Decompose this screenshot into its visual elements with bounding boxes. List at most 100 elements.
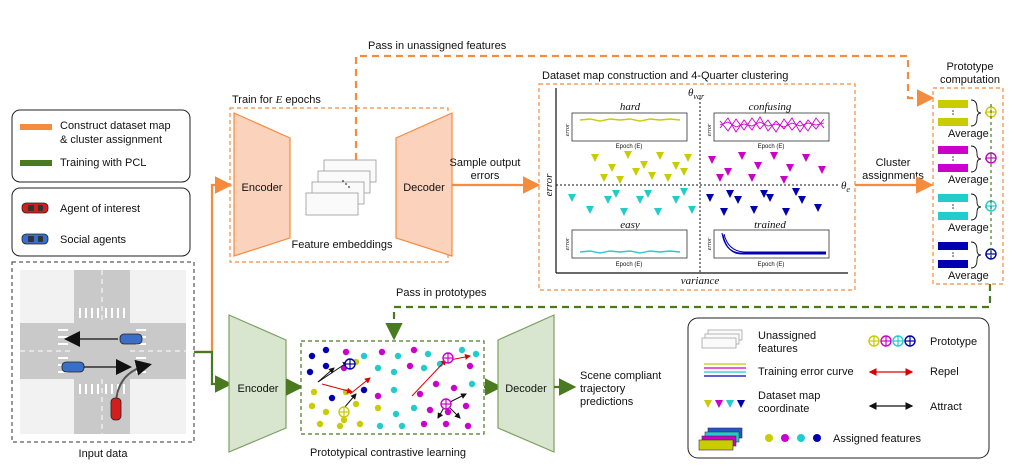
feature-point: [356, 420, 364, 428]
assigned-dot-blue: [813, 434, 821, 442]
map-point-triangle: [704, 400, 712, 408]
legend-unassigned-1: Unassigned: [758, 330, 816, 342]
map-point-triangle: [734, 196, 742, 204]
quadrant-confusing-label: confusing: [749, 101, 792, 113]
map-point-triangle: [604, 196, 612, 204]
map-point-triangle: [632, 168, 640, 176]
quadrant-trained-label: trained: [754, 219, 786, 231]
feature-point: [472, 350, 480, 358]
feature-point: [432, 380, 440, 388]
map-point-triangle: [644, 190, 652, 198]
feature-point: [442, 420, 450, 428]
feature-point: [390, 368, 398, 376]
unassigned-features-icon: [701, 329, 743, 349]
legend-attract: Attract: [930, 401, 962, 413]
attract-arrow: [343, 393, 357, 409]
map-point-triangle: [786, 164, 794, 172]
legend-green-label: Training with PCL: [60, 157, 146, 169]
quadrant-hard-label: hard: [620, 101, 641, 113]
svg-text:Epoch (E): Epoch (E): [758, 144, 785, 150]
feature-point: [360, 386, 368, 394]
dataset-map-title: Dataset map construction and 4-Quarter c…: [542, 70, 788, 82]
average-label: Average: [948, 270, 989, 282]
map-point-triangle: [672, 162, 680, 170]
feature-point: [420, 420, 428, 428]
map-point-triangle: [715, 400, 723, 408]
legend-panel-bottom: Unassigned features Prototype Training e…: [687, 317, 990, 459]
map-point-triangle: [738, 152, 746, 160]
prototype-frame: [932, 87, 1004, 285]
map-point-triangle: [648, 172, 656, 180]
top-encoder: Encoder: [233, 112, 291, 257]
dataset-map-coordinate-icon: [704, 400, 745, 408]
red-car-icon: [21, 202, 49, 214]
cluster-assignments-label-2: assignments: [862, 170, 924, 182]
feature-point: [316, 420, 324, 428]
feature-point: [378, 348, 386, 356]
feature-point: [310, 388, 318, 396]
map-point-triangle: [624, 151, 632, 159]
svg-text:error: error: [707, 123, 713, 136]
feature-point: [308, 402, 316, 410]
feature-point: [394, 352, 402, 360]
legend-unassigned-2: features: [758, 343, 798, 355]
map-point-triangle: [591, 154, 599, 162]
social-car-icon: [61, 361, 85, 373]
legend-map-coord-1: Dataset map: [758, 390, 820, 402]
feature-point: [374, 364, 382, 372]
feature-point: [406, 362, 414, 370]
prototype-icon: [440, 398, 452, 410]
legend-repel: Repel: [930, 366, 959, 378]
svg-text:error: error: [565, 123, 571, 136]
svg-text:Epoch (E): Epoch (E): [616, 144, 643, 150]
input-data-label: Input data: [79, 448, 129, 460]
legend-assigned: Assigned features: [833, 433, 922, 445]
feature-point: [376, 422, 384, 430]
map-point-triangle: [737, 400, 745, 408]
mini-plot-trained: error Epoch (E): [707, 229, 830, 268]
prototype-group: Average: [938, 241, 997, 282]
map-point-triangle: [760, 190, 768, 198]
feature-point: [426, 406, 434, 414]
map-y-axis-label: error: [543, 173, 555, 197]
map-point-triangle: [672, 196, 680, 204]
theta-e-label: θe: [841, 180, 850, 194]
map-point-triangle: [798, 196, 806, 204]
feature-embeddings-stack: [305, 159, 377, 216]
output-label-3: predictions: [580, 396, 634, 408]
green-legend-swatch: [20, 160, 52, 166]
sample-errors-label-2: errors: [471, 170, 500, 182]
feature-point: [374, 392, 382, 400]
feature-point: [458, 346, 466, 354]
output-label-2: trajectory: [580, 383, 626, 395]
input-intersection-image: Input data: [11, 261, 195, 460]
mini-plot-confusing: error Epoch (E): [707, 112, 830, 150]
map-point-triangle: [780, 176, 788, 184]
map-point-triangle: [636, 196, 644, 204]
map-point-triangle: [680, 168, 688, 176]
map-point-triangle: [640, 161, 648, 169]
pcl-label: Prototypical contrastive learning: [310, 447, 466, 459]
feature-point: [420, 364, 428, 372]
feature-point: [308, 352, 316, 360]
map-point-triangle: [782, 208, 790, 216]
map-point-triangle: [726, 400, 734, 408]
feature-point: [416, 390, 424, 398]
bottom-decoder: Decoder: [497, 314, 555, 453]
input-to-bottom-arrow: [194, 350, 233, 393]
legend-prototype-label: Prototype: [930, 336, 977, 348]
map-point-triangle: [664, 174, 672, 182]
legend-social-label: Social agents: [60, 234, 127, 246]
average-label: Average: [948, 128, 989, 140]
feature-point: [410, 404, 418, 412]
map-point-triangle: [770, 152, 778, 160]
theta-var-label: θvar: [688, 87, 705, 101]
legend-agent-label: Agent of interest: [60, 203, 140, 215]
map-point-triangle: [716, 174, 724, 182]
prototype-icon: [338, 406, 350, 418]
map-point-triangle: [814, 204, 822, 212]
svg-text:Encoder: Encoder: [242, 182, 283, 194]
feature-point: [444, 408, 452, 416]
assigned-dot-yellow: [765, 434, 773, 442]
map-point-triangle: [720, 208, 728, 216]
